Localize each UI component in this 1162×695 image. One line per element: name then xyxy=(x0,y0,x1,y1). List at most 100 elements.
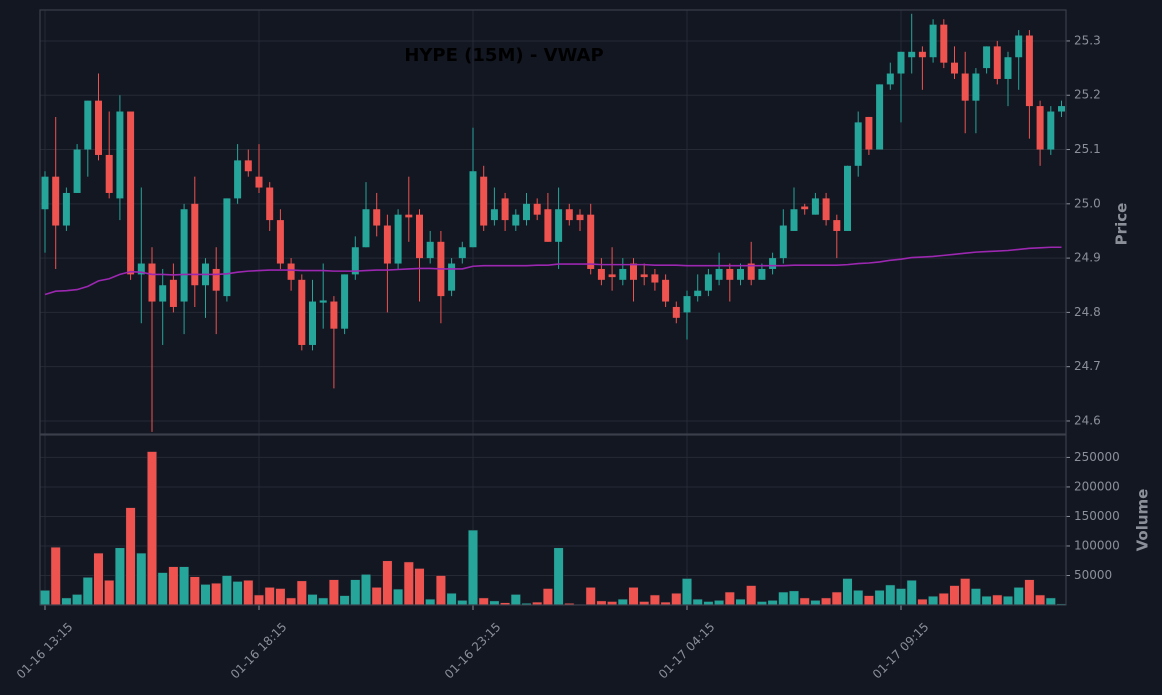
volume-bar xyxy=(189,576,200,606)
volume-bar xyxy=(61,597,72,606)
volume-bar xyxy=(232,581,243,606)
volume-bar xyxy=(114,547,125,606)
candle-body xyxy=(854,122,862,166)
candle-body xyxy=(993,46,1001,79)
volume-bar xyxy=(264,586,275,606)
candle-body xyxy=(127,111,135,275)
candle-body xyxy=(148,263,156,302)
volume-bar xyxy=(72,594,83,606)
volume-bar xyxy=(39,589,51,606)
candle-body xyxy=(640,274,648,278)
volume-bar xyxy=(457,599,468,606)
candle-body xyxy=(597,268,605,280)
volume-bar xyxy=(960,578,971,606)
candle-body xyxy=(704,274,712,291)
candle-body xyxy=(341,274,349,329)
volume-bar xyxy=(724,591,735,606)
candle-body xyxy=(918,51,926,58)
volume-bar xyxy=(82,576,93,606)
volume-bar xyxy=(125,507,136,606)
candle-body xyxy=(105,154,113,193)
candle-body xyxy=(469,171,477,248)
volume-bar xyxy=(810,599,821,606)
volume-bar xyxy=(970,588,981,606)
candle-body xyxy=(897,51,905,74)
volume-bar xyxy=(596,600,607,606)
y-tick-label: 25.3 xyxy=(1074,33,1101,47)
volume-bar xyxy=(778,591,789,606)
volume-bar xyxy=(307,594,318,606)
candle-body xyxy=(758,268,766,280)
volume-bar xyxy=(831,591,842,606)
volume-bar xyxy=(885,584,896,606)
candle-body xyxy=(52,176,60,226)
volume-bar xyxy=(820,597,832,606)
candle-body xyxy=(137,263,145,275)
volume-bar xyxy=(382,560,393,606)
candle-body xyxy=(1025,35,1033,107)
volume-bar xyxy=(467,529,479,606)
volume-bar xyxy=(649,594,660,606)
volume-bar xyxy=(339,595,350,606)
candle-body xyxy=(169,279,177,307)
candle-body xyxy=(266,187,274,221)
volume-bar xyxy=(275,588,286,606)
volume-bar xyxy=(788,590,800,606)
candle-body xyxy=(73,149,81,193)
y-tick-label: 250000 xyxy=(1074,450,1120,464)
candle-body xyxy=(95,100,102,155)
candle-body xyxy=(383,225,391,264)
candle-body xyxy=(737,268,744,280)
candle-body xyxy=(480,176,488,226)
candle-body xyxy=(244,160,252,172)
volume-bar xyxy=(211,582,222,606)
volume-bar xyxy=(713,599,725,606)
volume-bar xyxy=(842,578,853,606)
candle-body xyxy=(1015,35,1023,58)
candle-body xyxy=(490,209,498,221)
candle-body xyxy=(501,198,509,221)
volume-bar xyxy=(1024,579,1035,606)
candle-body xyxy=(694,290,702,297)
volume-bar xyxy=(168,566,179,606)
candle-body xyxy=(223,198,231,297)
volume-bar xyxy=(157,572,168,606)
candle-body xyxy=(458,247,466,259)
candle-body xyxy=(1058,106,1065,112)
candle-body xyxy=(159,285,167,302)
candle-body xyxy=(662,279,670,302)
y-axis-label: Volume xyxy=(1134,489,1152,552)
volume-bar xyxy=(863,595,874,606)
volume-bar xyxy=(1035,594,1046,606)
volume-bar xyxy=(489,600,500,606)
y-tick-label: 200000 xyxy=(1074,479,1120,493)
volume-panel xyxy=(40,435,1066,605)
y-tick-label: 24.9 xyxy=(1074,251,1101,265)
candle-body xyxy=(865,116,873,150)
candle-body xyxy=(908,51,916,58)
volume-bar xyxy=(992,594,1003,606)
volume-bar xyxy=(617,598,628,606)
candle-body xyxy=(394,214,402,264)
y-tick-label: 25.0 xyxy=(1074,196,1101,210)
volume-bar xyxy=(1013,586,1024,606)
candle-body xyxy=(544,209,552,242)
candle-body xyxy=(683,296,691,313)
candle-body xyxy=(287,263,295,280)
candle-body xyxy=(790,209,798,231)
volume-bar xyxy=(895,588,907,606)
price-frame xyxy=(39,9,1067,435)
candle-body xyxy=(180,209,188,302)
candle-body xyxy=(822,198,830,221)
candle-body xyxy=(651,274,659,283)
candle-body xyxy=(811,198,819,215)
volume-bar xyxy=(425,598,436,606)
volume-bar xyxy=(446,592,457,606)
candle-body xyxy=(448,263,456,291)
candle-body xyxy=(961,73,969,101)
candle-body xyxy=(84,100,92,150)
candle-body xyxy=(929,24,937,58)
price-panel xyxy=(40,10,1066,434)
volume-bar xyxy=(1045,597,1056,606)
candle-body xyxy=(351,247,359,275)
